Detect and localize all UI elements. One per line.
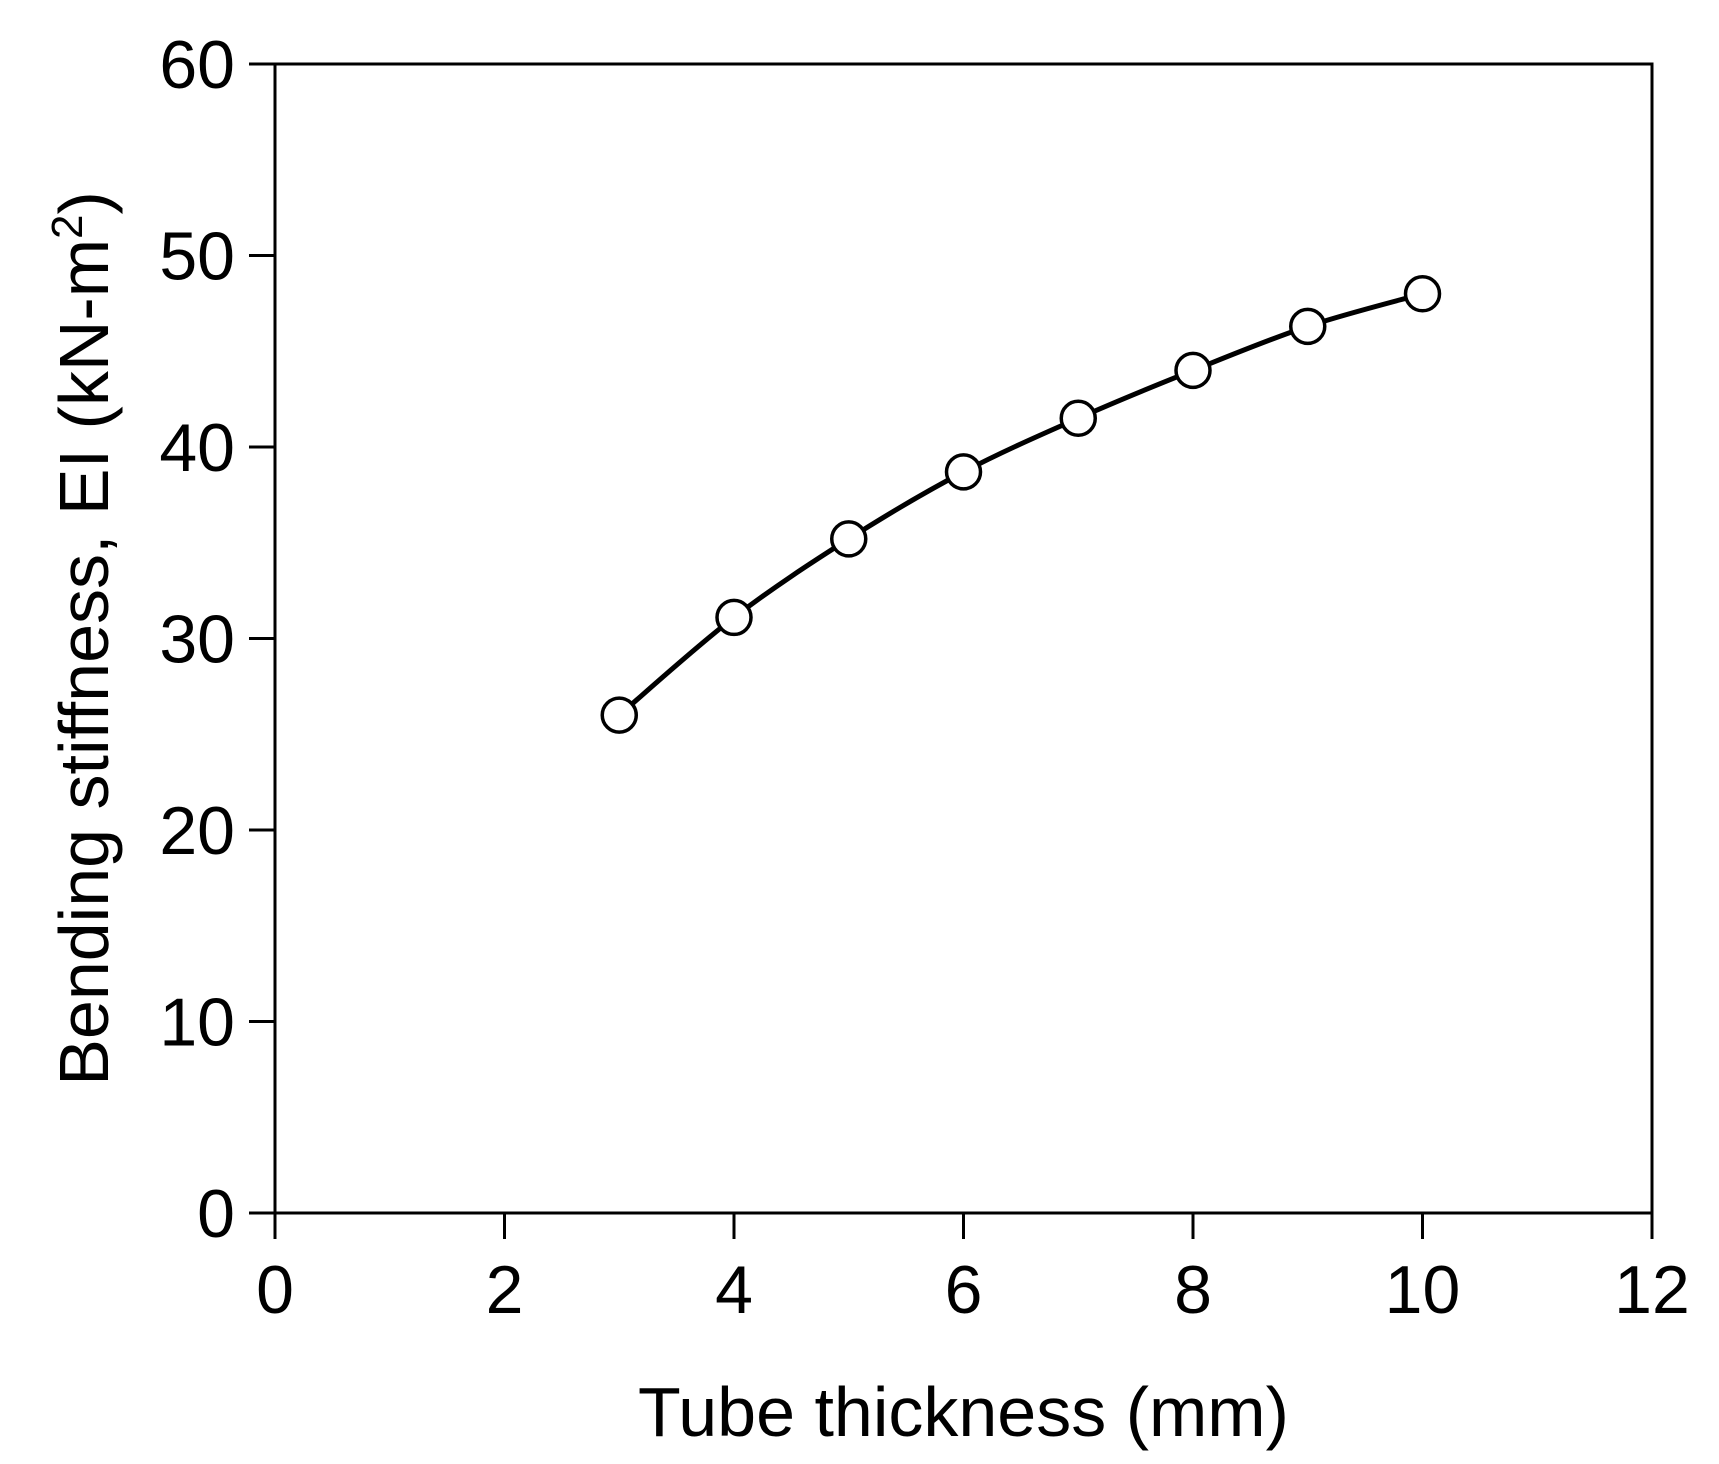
data-markers: [600, 275, 1442, 734]
data-point: [1059, 399, 1097, 438]
data-point: [944, 453, 983, 491]
x-axis-title: Tube thickness (mm): [638, 1373, 1289, 1451]
data-point: [1403, 275, 1442, 313]
data-point: [715, 598, 753, 637]
y-tick-label: 20: [159, 793, 235, 869]
x-tick-label: 6: [945, 1252, 983, 1328]
x-axis-ticks: 0 2 4 6 8 10 12: [256, 1213, 1690, 1328]
x-tick-label: 10: [1385, 1252, 1461, 1328]
y-axis-title-superscript: 2: [43, 215, 92, 239]
x-tick-label: 8: [1174, 1252, 1212, 1328]
x-tick-label: 4: [715, 1252, 753, 1328]
data-point: [1289, 307, 1327, 346]
x-tick-label: 2: [486, 1252, 524, 1328]
data-point: [830, 520, 868, 558]
y-tick-label: 40: [159, 410, 235, 486]
data-point: [600, 696, 638, 734]
y-tick-label: 60: [159, 27, 235, 103]
y-axis-ticks: 0 10 20 30 40 50 60: [159, 27, 275, 1252]
series-line: [617, 291, 1424, 718]
y-axis-title: Bending stiffness, EI (kN-m2): [43, 191, 123, 1086]
x-tick-label: 0: [256, 1252, 294, 1328]
plot-frame: [273, 62, 1654, 1215]
y-tick-label: 0: [197, 1176, 235, 1252]
y-tick-label: 10: [159, 985, 235, 1061]
y-tick-label: 50: [159, 219, 235, 295]
y-axis-title-end: ): [45, 191, 123, 214]
x-tick-label: 12: [1614, 1252, 1690, 1328]
y-axis-title-main: Bending stiffness, EI (kN-m: [45, 239, 123, 1086]
y-tick-label: 30: [159, 602, 235, 678]
data-point: [1174, 351, 1212, 390]
